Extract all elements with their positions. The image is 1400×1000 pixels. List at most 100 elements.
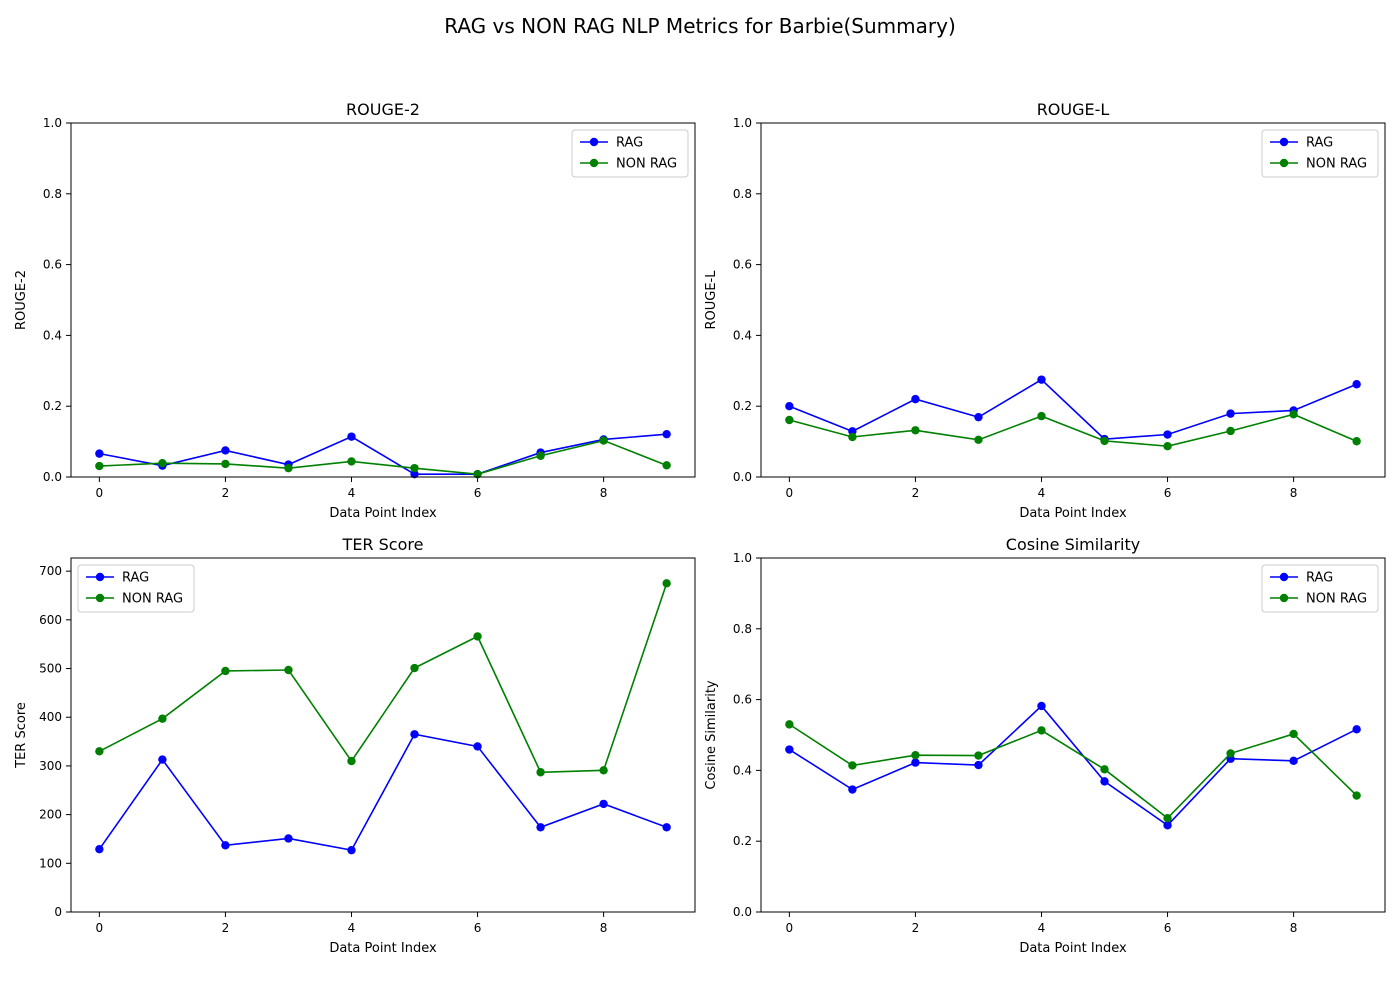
y-tick-label: 300 — [39, 759, 62, 773]
plot-area — [760, 557, 1386, 913]
x-tick-label: 6 — [1164, 486, 1172, 500]
data-point-non-rag — [158, 458, 167, 468]
x-tick-label: 2 — [912, 486, 920, 500]
data-point-non-rag — [1226, 749, 1235, 758]
data-point-non-rag — [95, 747, 104, 756]
data-point-rag — [974, 412, 983, 422]
x-tick-label: 0 — [96, 486, 104, 500]
data-point-non-rag — [536, 768, 545, 777]
legend: RAG NON RAG — [571, 129, 689, 178]
y-tick-label: 1.0 — [733, 551, 752, 565]
data-point-non-rag — [662, 579, 671, 588]
data-point-rag — [410, 730, 419, 739]
data-point-non-rag — [1226, 426, 1235, 436]
y-tick-label: 0.4 — [43, 328, 62, 342]
y-tick-label: 0.0 — [733, 470, 752, 484]
data-point-non-rag — [473, 469, 482, 479]
x-axis-label: Data Point Index — [329, 941, 437, 956]
data-point-non-rag — [536, 451, 545, 460]
x-tick-label: 6 — [1164, 921, 1172, 935]
data-point-rag — [221, 446, 230, 455]
data-point-non-rag — [347, 457, 356, 466]
data-point-rag — [347, 432, 356, 441]
data-point-rag — [1163, 430, 1172, 439]
data-point-rag — [410, 469, 419, 479]
y-tick-label: 1.0 — [43, 116, 62, 130]
data-point-non-rag — [911, 750, 920, 760]
series-line-non-rag — [99, 439, 667, 475]
y-tick-label: 0.8 — [43, 187, 62, 201]
data-point-rag — [473, 742, 482, 751]
subplot-2: ROUGE-L 0 2 4 6 8 0.0 0.2 0.4 0.6 0.8 1.0 Data Point… — [704, 100, 1386, 521]
legend-marker — [589, 158, 599, 168]
legend-marker — [95, 572, 105, 582]
y-tick-label: 0.2 — [733, 399, 752, 413]
data-point-rag — [95, 844, 104, 854]
subplot-3: TER Score 0 2 4 6 8 0 100 200 300 400 500 600 700 Data… — [14, 535, 696, 956]
legend-marker — [1279, 572, 1289, 582]
data-point-rag — [95, 449, 104, 458]
data-point-non-rag — [1289, 729, 1298, 739]
data-point-non-rag — [599, 436, 608, 445]
data-point-rag — [662, 429, 671, 439]
y-tick-label: 0.4 — [733, 328, 752, 342]
plot-area — [760, 122, 1386, 478]
data-point-non-rag — [473, 632, 482, 641]
data-point-rag — [1352, 380, 1361, 389]
data-point-non-rag — [785, 720, 794, 729]
y-tick-label: 0.2 — [733, 834, 752, 848]
data-point-non-rag — [974, 435, 983, 445]
y-axis-label: TER Score — [14, 702, 29, 769]
y-tick-label: 500 — [39, 662, 62, 676]
y-tick-label: 700 — [39, 564, 62, 578]
data-point-non-rag — [1352, 791, 1361, 800]
data-point-rag — [785, 402, 794, 411]
x-tick-label: 2 — [222, 486, 230, 500]
data-point-non-rag — [911, 426, 920, 435]
data-point-non-rag — [410, 463, 419, 473]
legend: RAG NON RAG — [77, 564, 195, 613]
x-axis-label: Data Point Index — [1019, 506, 1127, 521]
y-tick-label: 400 — [39, 710, 62, 724]
legend: RAG NON RAG — [1261, 564, 1379, 613]
data-point-rag — [1352, 725, 1361, 734]
series-line-rag — [98, 733, 667, 852]
legend-marker — [95, 593, 105, 603]
data-point-non-rag — [1352, 437, 1361, 446]
data-point-rag — [974, 760, 983, 770]
data-point-non-rag — [1163, 442, 1172, 451]
legend-marker — [1279, 593, 1289, 603]
subplot-title: TER Score — [342, 535, 424, 554]
y-tick-label: 0 — [54, 905, 62, 919]
subplot-title: ROUGE-L — [1037, 100, 1110, 119]
data-point-non-rag — [347, 756, 356, 766]
data-point-non-rag — [1163, 813, 1172, 823]
x-tick-label: 2 — [222, 921, 230, 935]
data-point-non-rag — [1100, 765, 1109, 774]
data-point-non-rag — [221, 459, 230, 469]
series-line-non-rag — [789, 413, 1357, 448]
y-tick-label: 600 — [39, 613, 62, 627]
legend-marker — [1279, 137, 1289, 147]
y-axis-label: ROUGE-L — [704, 270, 719, 330]
plot-area — [70, 122, 696, 478]
x-tick-label: 6 — [474, 486, 482, 500]
x-tick-label: 6 — [474, 921, 482, 935]
series-line-non-rag — [98, 583, 668, 774]
y-tick-label: 100 — [39, 856, 62, 870]
figure-title: RAG vs NON RAG NLP Metrics for Barbie(Su… — [444, 14, 956, 38]
legend-marker — [589, 137, 599, 147]
data-point-non-rag — [848, 432, 857, 442]
subplot-1: ROUGE-2 0 2 4 6 8 0.0 0.2 0.4 0.6 0.8 1.0 Data Point… — [14, 100, 696, 521]
y-tick-label: 200 — [39, 808, 62, 822]
x-tick-label: 8 — [600, 921, 608, 935]
x-axis-label: Data Point Index — [329, 506, 437, 521]
y-tick-label: 0.6 — [733, 693, 752, 707]
y-tick-label: 0.2 — [43, 399, 62, 413]
subplot-title: ROUGE-2 — [346, 100, 420, 119]
y-tick-label: 0.8 — [733, 187, 752, 201]
y-tick-label: 0.4 — [733, 763, 752, 777]
data-point-rag — [221, 841, 230, 850]
plot-area — [70, 557, 696, 913]
